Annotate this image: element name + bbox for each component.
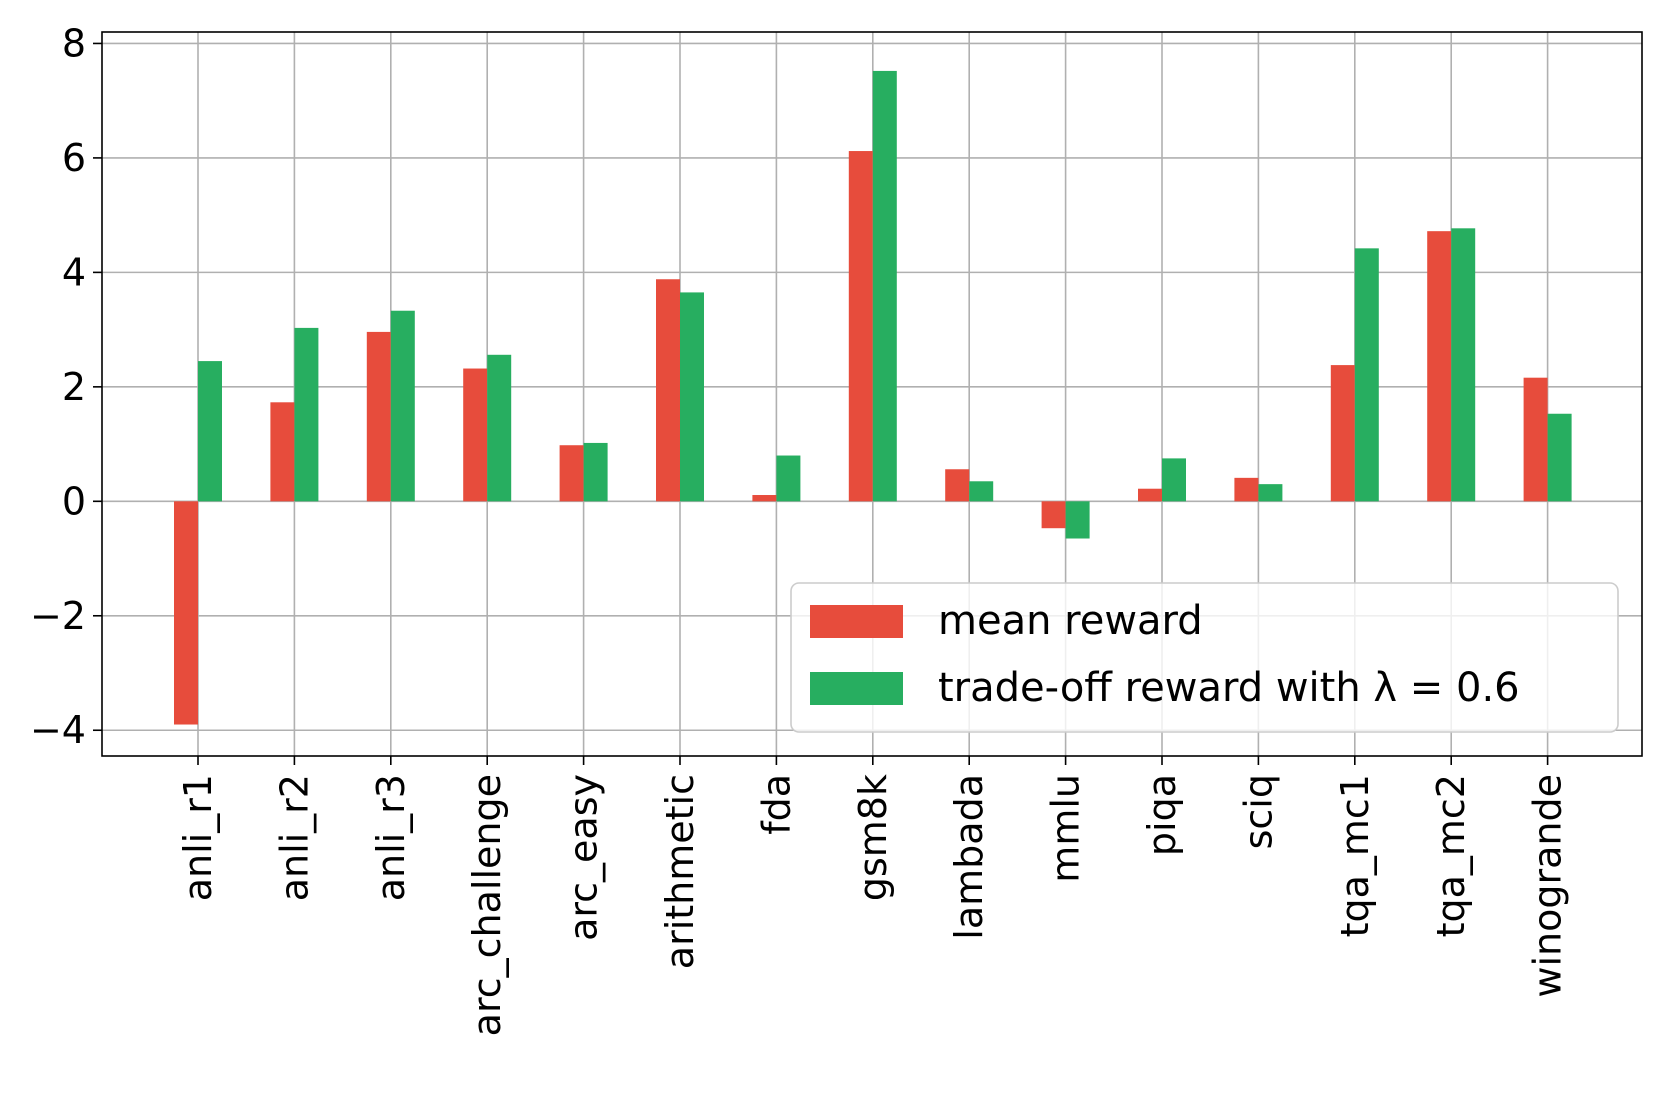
- bar-mean-reward: [848, 151, 873, 502]
- y-tick-label: 0: [62, 479, 86, 523]
- bars: [174, 70, 1572, 725]
- bar-trade-off-reward: [390, 310, 415, 502]
- bar-trade-off-reward: [969, 481, 994, 502]
- bar-trade-off-reward: [294, 327, 319, 502]
- x-tick-label: anli_r2: [272, 774, 316, 901]
- x-axis-ticks: anli_r1 anli_r2 anli_r3 arc_challenge arc_ea…: [176, 756, 1570, 1036]
- x-tick-label: tqa_mc2: [1429, 774, 1473, 937]
- x-tick-label: anli_r1: [176, 774, 220, 901]
- bar-mean-reward: [752, 495, 777, 502]
- legend-label-mean-reward: mean reward: [938, 598, 1203, 644]
- legend: mean reward trade-off reward with λ = 0.…: [790, 582, 1619, 733]
- bar-trade-off-reward: [487, 354, 512, 502]
- bar-trade-off-reward: [872, 70, 897, 502]
- bar-mean-reward: [656, 279, 680, 502]
- bar-mean-reward: [1234, 477, 1259, 502]
- bar-trade-off-reward: [1065, 501, 1090, 539]
- x-tick-label: fda: [754, 774, 798, 835]
- bar-mean-reward: [1041, 501, 1066, 529]
- x-tick-label: mmlu: [1044, 774, 1088, 883]
- y-tick-label: 8: [62, 21, 86, 65]
- x-tick-label: arc_challenge: [465, 774, 509, 1036]
- bar-mean-reward: [463, 368, 488, 502]
- y-tick-label: −2: [30, 594, 86, 638]
- y-axis-ticks: −4 −2 0 2 4 6 8: [30, 21, 102, 752]
- bar-mean-reward: [174, 501, 198, 725]
- y-tick-label: 4: [62, 250, 86, 294]
- bar-mean-reward: [559, 445, 584, 502]
- legend-swatch-mean-reward: [810, 605, 903, 638]
- bar-mean-reward: [1138, 488, 1162, 502]
- x-tick-label: lambada: [947, 774, 991, 940]
- bar-trade-off-reward: [1162, 458, 1186, 502]
- bar-trade-off-reward: [1451, 228, 1476, 502]
- bar-trade-off-reward: [776, 455, 801, 502]
- x-tick-label: arc_easy: [562, 774, 606, 941]
- bar-mean-reward: [1523, 377, 1548, 502]
- y-tick-label: 2: [62, 365, 86, 409]
- bar-mean-reward: [1427, 231, 1452, 502]
- x-tick-label: gsm8k: [851, 774, 895, 901]
- x-tick-label: winogrande: [1526, 774, 1570, 998]
- legend-label-trade-off-reward: trade-off reward with λ = 0.6: [938, 665, 1520, 711]
- x-tick-label: sciq: [1236, 774, 1280, 849]
- bar-trade-off-reward: [1258, 484, 1283, 502]
- bar-trade-off-reward: [1354, 248, 1379, 502]
- bar-mean-reward: [1330, 365, 1355, 502]
- x-tick-label: anli_r3: [369, 774, 413, 901]
- bar-trade-off-reward: [680, 292, 704, 502]
- bar-trade-off-reward: [198, 361, 222, 502]
- legend-swatch-trade-off-reward: [810, 672, 903, 705]
- legend-box: [790, 582, 1619, 733]
- y-tick-label: 6: [62, 136, 86, 180]
- y-tick-label: −4: [30, 708, 86, 752]
- x-tick-label: arithmetic: [658, 774, 702, 969]
- bar-mean-reward: [945, 469, 970, 502]
- bar-mean-reward: [366, 331, 391, 502]
- bar-trade-off-reward: [1547, 413, 1572, 502]
- x-tick-label: tqa_mc1: [1333, 774, 1377, 937]
- bar-trade-off-reward: [583, 442, 608, 502]
- x-tick-label: piqa: [1140, 774, 1184, 856]
- bar-mean-reward: [270, 402, 295, 502]
